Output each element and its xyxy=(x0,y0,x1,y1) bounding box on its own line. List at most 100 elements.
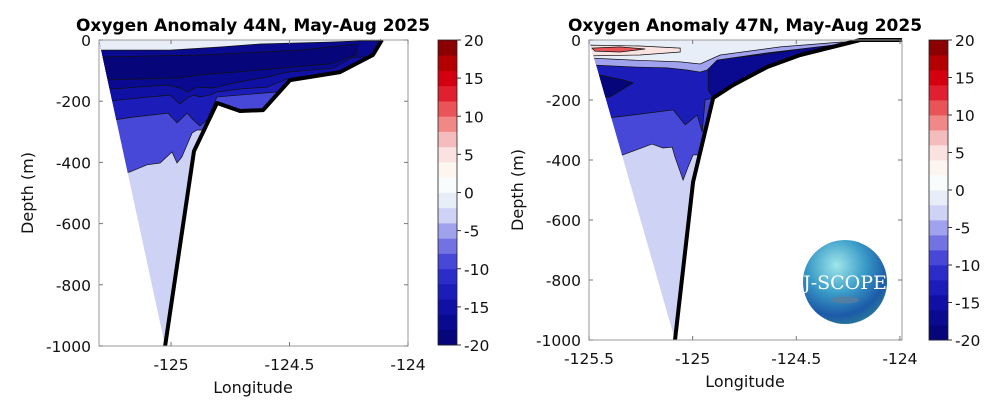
colorbar-bin xyxy=(929,70,948,86)
colorbar-bin xyxy=(438,207,457,224)
colorbar-bin xyxy=(929,190,948,206)
y-tick-label: -800 xyxy=(546,272,581,290)
colorbar-bin xyxy=(929,100,948,116)
colorbar-bin xyxy=(438,268,457,285)
colorbar-bin xyxy=(438,314,457,331)
y-axis-label: Depth (m) xyxy=(508,149,527,231)
colorbar-bin xyxy=(438,85,457,102)
contour-fill-level xyxy=(99,43,359,81)
colorbar-bin xyxy=(929,115,948,131)
colorbar-tick-label: 15 xyxy=(464,70,484,88)
colorbar-tick-label: -15 xyxy=(955,295,980,313)
y-tick-label: -600 xyxy=(546,212,581,230)
colorbar-bin xyxy=(929,235,948,251)
chart-title: Oxygen Anomaly 44N, May-Aug 2025 xyxy=(76,16,430,36)
j-scope-logo: J-SCOPE xyxy=(801,240,887,324)
x-tick-label: -124.5 xyxy=(771,350,821,368)
colorbar-bin xyxy=(438,55,457,71)
colorbar: 20 15 10 5 0 -5 -10 -15 -20 xyxy=(437,32,489,355)
colorbar-bin xyxy=(438,177,457,193)
colorbar-tick-label: 20 xyxy=(464,32,484,50)
colorbar-tick-label: -15 xyxy=(464,299,489,317)
y-tick-label: -200 xyxy=(546,92,581,110)
x-tick-label: -124 xyxy=(390,356,425,374)
colorbar-bin xyxy=(929,145,948,161)
x-axis-label: Longitude xyxy=(705,372,785,391)
colorbar-tick-label: -20 xyxy=(464,337,489,355)
colorbar-bin xyxy=(438,284,457,300)
colorbar-bin xyxy=(438,146,457,163)
chart-1: -125 -124.5 -1240-200-400-600-800-1000Oxyg… xyxy=(18,16,489,397)
colorbar-bin xyxy=(438,329,457,346)
colorbar-bin xyxy=(438,223,457,239)
axes-frame xyxy=(588,39,903,341)
colorbar-tick-label: -20 xyxy=(955,332,980,350)
colorbar-bin xyxy=(929,280,948,296)
contour-fill-level xyxy=(591,46,646,53)
colorbar-tick-label: 20 xyxy=(955,32,975,50)
colorbar-bin xyxy=(438,192,457,209)
colorbar-bin xyxy=(438,101,457,117)
colorbar-bin xyxy=(929,205,948,221)
colorbar-bin xyxy=(929,85,948,101)
colorbar-bin xyxy=(929,40,948,56)
colorbar-bin xyxy=(929,175,948,191)
colorbar-tick-label: -10 xyxy=(955,257,980,275)
chart-title: Oxygen Anomaly 47N, May-Aug 2025 xyxy=(568,16,922,36)
y-tick-label: -800 xyxy=(56,277,91,295)
colorbar-bin xyxy=(438,299,457,315)
colorbar-bin xyxy=(438,131,457,148)
colorbar-tick-label: -5 xyxy=(955,220,970,238)
colorbar-bin xyxy=(929,310,948,326)
chart-2: -125.5 -125 -124.5 -1240-200-400-600-800-10… xyxy=(508,16,980,391)
logo-text: J-SCOPE xyxy=(801,272,887,294)
colorbar-tick-label: -10 xyxy=(464,261,489,279)
fish-icon xyxy=(831,296,859,304)
bathymetry-line xyxy=(673,38,902,341)
colorbar-tick-label: -5 xyxy=(464,223,479,241)
colorbar-tick-label: 5 xyxy=(955,145,965,163)
colorbar: 20 15 10 5 0 -5 -10 -15 -20 xyxy=(928,32,980,350)
colorbar-tick-label: 0 xyxy=(464,185,474,203)
colorbar-bin xyxy=(929,295,948,311)
x-tick-label: -125.5 xyxy=(564,350,614,368)
bathymetry-line xyxy=(163,38,384,347)
y-tick-label: -400 xyxy=(56,154,91,172)
y-tick-label: -400 xyxy=(546,152,581,170)
y-tick-label: -200 xyxy=(56,93,91,111)
x-tick-label: -124.5 xyxy=(265,356,315,374)
contour-fill-level xyxy=(589,40,902,65)
colorbar-bin xyxy=(438,116,457,132)
colorbar-tick-label: 0 xyxy=(955,182,965,200)
colorbar-bin xyxy=(929,160,948,176)
colorbar-tick-label: 15 xyxy=(955,70,975,88)
y-tick-label: 0 xyxy=(571,32,581,50)
colorbar-bin xyxy=(438,40,457,56)
colorbar-tick-label: 5 xyxy=(464,146,474,164)
x-tick-label: -125 xyxy=(675,350,710,368)
colorbar-tick-label: 10 xyxy=(464,108,484,126)
colorbar-bin xyxy=(438,162,457,178)
y-axis-label: Depth (m) xyxy=(18,152,37,234)
colorbar-bin xyxy=(929,265,948,281)
x-tick-label: -125 xyxy=(153,356,188,374)
colorbar-bin xyxy=(438,238,457,254)
colorbar-bin xyxy=(929,220,948,236)
y-tick-label: 0 xyxy=(81,32,91,50)
colorbar-bin xyxy=(929,130,948,146)
colorbar-bin xyxy=(929,55,948,71)
colorbar-bin xyxy=(438,253,457,270)
colorbar-bin xyxy=(929,325,948,341)
y-tick-label: -1000 xyxy=(46,338,91,356)
x-tick-label: -124 xyxy=(882,350,917,368)
y-tick-label: -1000 xyxy=(536,332,581,350)
colorbar-bin xyxy=(929,250,948,266)
logo-circle xyxy=(803,240,887,324)
x-axis-label: Longitude xyxy=(213,378,293,397)
colorbar-bin xyxy=(438,70,457,87)
colorbar-tick-label: 10 xyxy=(955,107,975,125)
y-tick-label: -600 xyxy=(56,216,91,234)
contour-fills xyxy=(99,40,382,346)
axes-frame xyxy=(98,39,409,347)
